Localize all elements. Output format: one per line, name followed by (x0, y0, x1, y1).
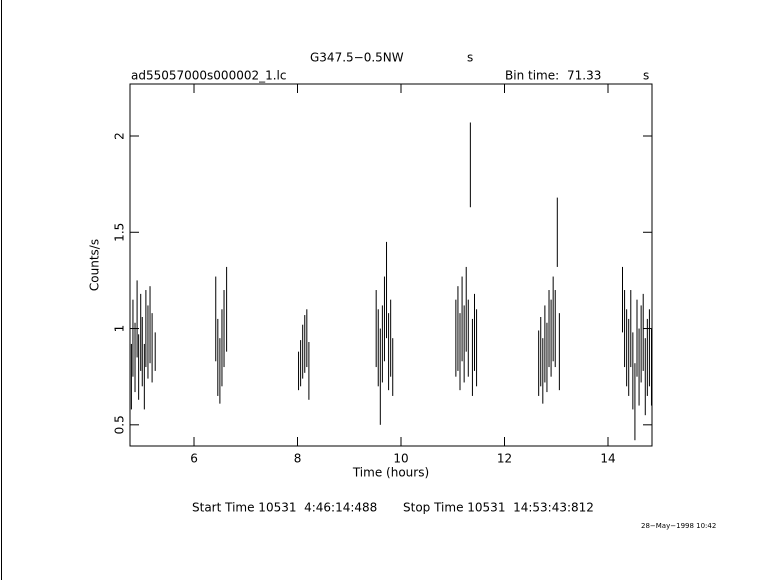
file-name: ad55057000s000002_1.lc (131, 69, 287, 83)
y-tick-label: 1.5 (113, 223, 127, 242)
y-tick-label: 2 (113, 132, 127, 140)
title-unit: s (467, 51, 473, 65)
start-time: Start Time 10531 4:46:14:488 (192, 501, 377, 515)
chart-title: G347.5−0.5NW (310, 51, 404, 65)
x-tick-label: 10 (393, 452, 408, 466)
stop-time: Stop Time 10531 14:53:43:812 (403, 501, 594, 515)
y-tick-label: 1 (113, 325, 127, 333)
date: 28−May−1998 10:42 (641, 522, 716, 530)
x-tick-label: 14 (600, 452, 615, 466)
y-tick-label: 0.5 (113, 415, 127, 434)
plot-frame (129, 83, 653, 447)
x-axis-label: Time (hours) (352, 466, 429, 480)
bin-time-unit: s (643, 69, 649, 83)
bin-time: 71.33 (567, 69, 601, 83)
bin-time-label: Bin time: (505, 69, 559, 83)
x-tick-label: 8 (294, 452, 302, 466)
x-tick-label: 12 (497, 452, 512, 466)
x-tick-label: 6 (190, 452, 198, 466)
y-axis-label: Counts/s (88, 239, 102, 291)
